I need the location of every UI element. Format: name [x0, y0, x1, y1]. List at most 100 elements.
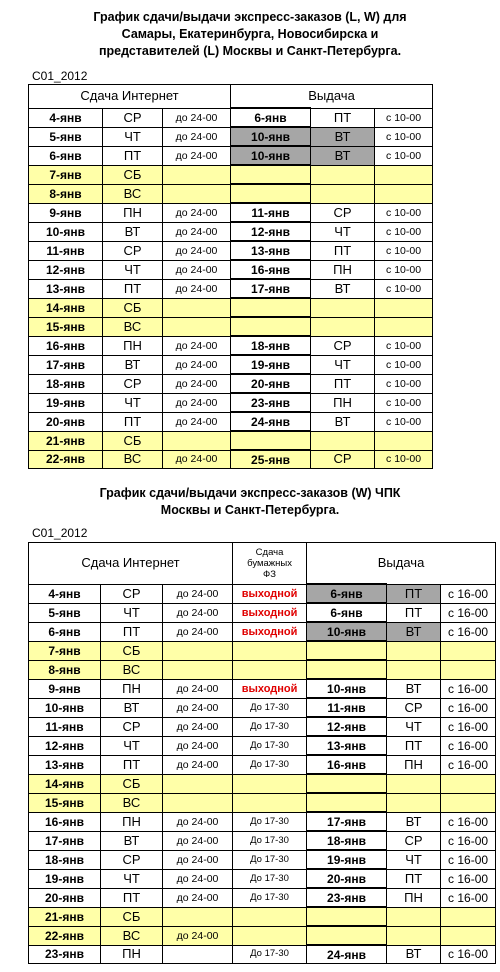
cell-idate: [230, 297, 312, 318]
cell-date: 18-янв: [28, 373, 103, 394]
table-row: 17-янв ВТ до 24-00 19-янв ЧТ с 10-00: [28, 354, 434, 375]
cell-day: СР: [100, 716, 163, 737]
cell-time: до 24-00: [161, 107, 232, 128]
cell-iday: [310, 183, 376, 204]
title-1-line-1: График сдачи/выдачи экспресс-заказов (L,…: [93, 10, 407, 24]
cell-iday: ВТ: [310, 411, 376, 432]
cell-itime: с 16-00: [440, 716, 497, 737]
cell-idate: 23-янв: [306, 887, 388, 908]
cell-itime: с 10-00: [374, 221, 434, 242]
cell-date: 7-янв: [28, 640, 101, 661]
cell-date: 16-янв: [28, 811, 101, 832]
cell-day: ПТ: [102, 411, 163, 432]
cell-time: до 24-00: [161, 392, 232, 413]
cell-idate: [306, 773, 388, 794]
cell-day: ПТ: [100, 621, 163, 642]
cell-paper: До 17-30: [232, 887, 308, 908]
cell-iday: [310, 316, 376, 337]
cell-paper: [232, 792, 308, 813]
cell-paper: До 17-30: [232, 754, 308, 775]
cell-day: ПН: [100, 811, 163, 832]
cell-iday: [386, 640, 442, 661]
cell-date: 9-янв: [28, 678, 101, 699]
cell-paper: До 17-30: [232, 697, 308, 718]
cell-time: [161, 773, 234, 794]
cell-idate: 24-янв: [306, 944, 388, 964]
cell-paper: До 17-30: [232, 735, 308, 756]
cell-iday: [310, 430, 376, 451]
cell-date: 15-янв: [28, 792, 101, 813]
cell-itime: с 16-00: [440, 811, 497, 832]
table-row: 18-янв СР до 24-00 До 17-30 19-янв ЧТ с 16-00: [28, 849, 497, 870]
cell-day: СБ: [100, 906, 163, 927]
cell-date: 5-янв: [28, 602, 101, 623]
cell-iday: СР: [310, 449, 376, 469]
cell-paper: [232, 773, 308, 794]
schedule-table-2-body: 4-янв СР до 24-00 выходной 6-янв ПТ с 16-00 5-я…: [28, 583, 497, 964]
cell-itime: с 10-00: [374, 354, 434, 375]
cell-date: 4-янв: [28, 583, 101, 604]
cell-time: до 24-00: [161, 849, 234, 870]
cell-day: ПТ: [102, 278, 163, 299]
cell-iday: [310, 164, 376, 185]
cell-itime: [440, 640, 497, 661]
cell-itime: с 10-00: [374, 240, 434, 261]
cell-time: [161, 316, 232, 337]
cell-idate: 17-янв: [230, 278, 312, 299]
cell-date: 19-янв: [28, 868, 101, 889]
cell-time: до 24-00: [161, 278, 232, 299]
cell-time: до 24-00: [161, 126, 232, 147]
cell-itime: с 10-00: [374, 411, 434, 432]
cell-iday: [386, 659, 442, 680]
table-row: 4-янв СР до 24-00 6-янв ПТ с 10-00: [28, 107, 434, 128]
header-paper-line-2: бумажных: [247, 557, 292, 569]
table-row: 7-янв СБ: [28, 640, 497, 661]
cell-iday: ВТ: [310, 126, 376, 147]
cell-idate: [306, 792, 388, 813]
table-row: 18-янв СР до 24-00 20-янв ПТ с 10-00: [28, 373, 434, 394]
cell-paper: До 17-30: [232, 944, 308, 964]
cell-day: ВС: [100, 925, 163, 946]
table-row: 9-янв ПН до 24-00 11-янв СР с 10-00: [28, 202, 434, 223]
cell-time: до 24-00: [161, 373, 232, 394]
cell-itime: [440, 773, 497, 794]
cell-time: до 24-00: [161, 811, 234, 832]
cell-day: ПН: [102, 335, 163, 356]
cell-day: СР: [100, 583, 163, 604]
cell-iday: ЧТ: [386, 716, 442, 737]
cell-date: 14-янв: [28, 773, 101, 794]
cell-day: ВС: [102, 316, 163, 337]
cell-day: СБ: [100, 773, 163, 794]
cell-date: 22-янв: [28, 449, 103, 469]
cell-day: ВС: [102, 449, 163, 469]
cell-day: ЧТ: [100, 868, 163, 889]
table-row: 21-янв СБ: [28, 430, 434, 451]
cell-day: ЧТ: [100, 735, 163, 756]
cell-date: 9-янв: [28, 202, 103, 223]
cell-day: ПТ: [100, 887, 163, 908]
cell-time: до 24-00: [161, 754, 234, 775]
title-1-line-2: Самары, Екатеринбурга, Новосибирска и: [121, 27, 379, 41]
cell-time: до 24-00: [161, 354, 232, 375]
table-row: 20-янв ПТ до 24-00 24-янв ВТ с 10-00: [28, 411, 434, 432]
table-row: 15-янв ВС: [28, 316, 434, 337]
table-row: 13-янв ПТ до 24-00 17-янв ВТ с 10-00: [28, 278, 434, 299]
cell-iday: ПТ: [310, 373, 376, 394]
cell-idate: 25-янв: [230, 449, 312, 469]
schedule-table-1: Сдача Интернет Выдача 4-янв СР до 24-00 6-я…: [27, 84, 434, 469]
cell-itime: с 10-00: [374, 449, 434, 469]
cell-day: ВТ: [100, 697, 163, 718]
cell-paper: выходной: [232, 678, 308, 699]
cell-time: до 24-00: [161, 449, 232, 469]
cell-iday: ПН: [386, 754, 442, 775]
cell-date: 13-янв: [28, 754, 101, 775]
cell-itime: [440, 906, 497, 927]
cell-iday: ВТ: [386, 944, 442, 964]
cell-time: до 24-00: [161, 830, 234, 851]
cell-iday: ПТ: [386, 602, 442, 623]
cell-iday: [386, 773, 442, 794]
cell-itime: с 16-00: [440, 678, 497, 699]
cell-time: до 24-00: [161, 697, 234, 718]
cell-idate: 16-янв: [230, 259, 312, 280]
table-row: 8-янв ВС: [28, 183, 434, 204]
